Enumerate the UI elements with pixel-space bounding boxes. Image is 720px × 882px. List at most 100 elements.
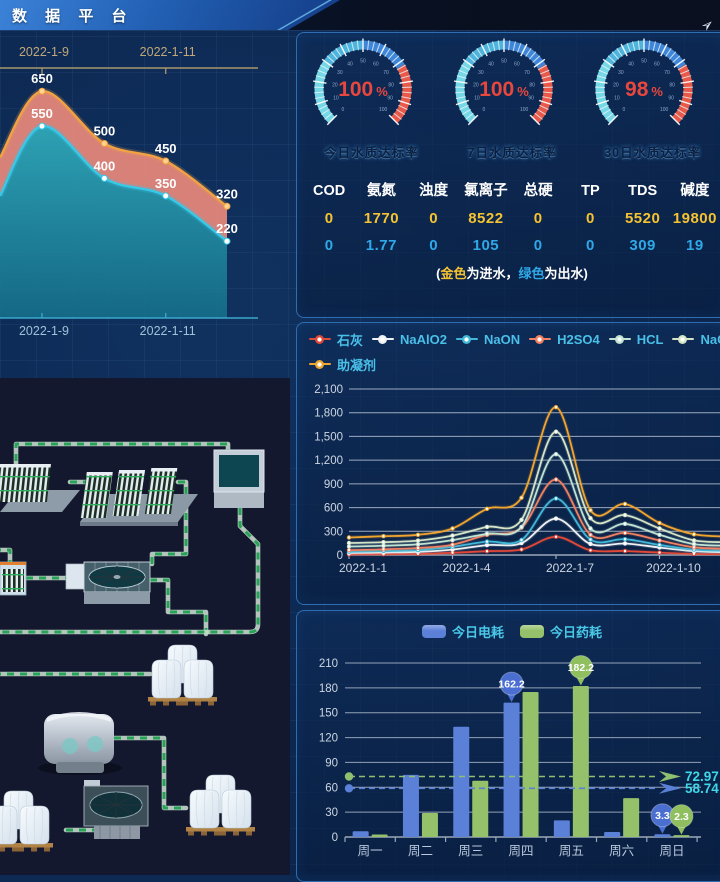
- wq-value-cell: 1770: [355, 210, 407, 227]
- table-legend-note: (金色为进水，绿色为出水): [297, 263, 720, 282]
- outflow-color-label: 绿色: [519, 266, 545, 281]
- legend-item[interactable]: 石灰: [309, 330, 363, 349]
- wq-value-cell: 105: [460, 237, 512, 254]
- svg-text:2022-1-11: 2022-1-11: [140, 45, 196, 59]
- svg-text:2,100: 2,100: [314, 384, 343, 396]
- legend-marker-icon: [456, 335, 478, 344]
- svg-text:2022-1-9: 2022-1-9: [19, 45, 69, 59]
- svg-text:1,500: 1,500: [314, 431, 343, 443]
- svg-text:20: 20: [332, 82, 338, 88]
- wq-header-cell: COD: [303, 183, 355, 200]
- wq-value-cell: 8522: [460, 210, 512, 227]
- svg-text:30: 30: [619, 70, 625, 76]
- svg-text:2022-1-7: 2022-1-7: [546, 561, 594, 575]
- wq-header-cell: 氨氮: [355, 183, 407, 200]
- legend-item[interactable]: H2SO4: [529, 332, 600, 347]
- svg-text:50: 50: [501, 58, 507, 64]
- wq-value-cell: 309: [617, 237, 669, 254]
- line-chart-legend-row-1: 石灰 NaAlO2 NaON H2SO4 HCL NaCLO: [297, 330, 720, 348]
- svg-text:150: 150: [319, 708, 338, 720]
- svg-text:600: 600: [324, 503, 343, 515]
- svg-text:周五: 周五: [559, 844, 584, 858]
- legend-label: HCL: [637, 332, 664, 347]
- gauge-label: 7日水质达标率: [442, 142, 583, 161]
- svg-text:40: 40: [347, 61, 353, 67]
- svg-text:58.74: 58.74: [685, 781, 719, 796]
- legend-label: NaAlO2: [400, 332, 447, 347]
- svg-text:30: 30: [478, 70, 484, 76]
- svg-text:0: 0: [341, 107, 344, 113]
- wq-value-cell: 0: [512, 237, 564, 254]
- svg-text:80: 80: [388, 82, 394, 88]
- wq-value-cell: 0: [303, 210, 355, 227]
- svg-text:30: 30: [325, 807, 338, 819]
- wq-value-cell: 0: [408, 237, 460, 254]
- wq-header-cell: TDS: [617, 183, 669, 200]
- svg-text:100: 100: [660, 107, 669, 113]
- svg-text:100: 100: [379, 107, 388, 113]
- svg-text:500: 500: [94, 124, 116, 139]
- wq-value-cell: 0: [408, 210, 460, 227]
- storage-bags-2: [186, 775, 255, 836]
- legend-marker-icon: [672, 335, 694, 344]
- svg-text:1,800: 1,800: [314, 408, 343, 420]
- svg-text:0: 0: [482, 107, 485, 113]
- svg-text:100: 100: [520, 107, 529, 113]
- membrane-rack-large: [80, 468, 198, 526]
- svg-text:周一: 周一: [358, 844, 383, 858]
- svg-text:400: 400: [94, 158, 116, 173]
- bar-chart-legend: 今日电耗 今日药耗: [297, 623, 720, 639]
- svg-text:210: 210: [319, 658, 338, 670]
- legend-swatch-icon: [520, 625, 544, 638]
- legend-item[interactable]: HCL: [609, 332, 664, 347]
- svg-text:550: 550: [31, 106, 53, 121]
- legend-item[interactable]: 助凝剂: [309, 355, 376, 374]
- wq-header-cell: TP: [564, 183, 616, 200]
- legend-label: 今日药耗: [550, 622, 602, 641]
- svg-text:2022-1-10: 2022-1-10: [646, 561, 701, 575]
- legend-item[interactable]: NaON: [456, 332, 520, 347]
- membrane-rack-small: [0, 464, 80, 512]
- svg-text:98%: 98%: [625, 78, 663, 101]
- legend-item[interactable]: NaCLO: [672, 332, 720, 347]
- small-blue-tank: [0, 562, 26, 595]
- legend-swatch-icon: [422, 625, 446, 638]
- legend-item[interactable]: NaAlO2: [372, 332, 447, 347]
- wq-value-cell: 1.77: [355, 237, 407, 254]
- inflow-color-label: 金色: [440, 266, 466, 281]
- svg-text:60: 60: [655, 61, 661, 67]
- svg-text:90: 90: [669, 96, 675, 102]
- legend-marker-icon: [609, 335, 631, 344]
- svg-text:182.2: 182.2: [568, 662, 594, 674]
- svg-text:50: 50: [360, 58, 366, 64]
- storage-bags-3: [0, 791, 53, 852]
- svg-text:900: 900: [324, 479, 343, 491]
- plant-3d-diagram: [0, 378, 290, 875]
- legend-item[interactable]: 今日电耗: [422, 622, 504, 641]
- svg-text:周四: 周四: [509, 844, 534, 858]
- svg-text:100%: 100%: [479, 78, 529, 101]
- line-chart-legend-row-2: 助凝剂: [297, 355, 720, 373]
- legend-item[interactable]: 今日药耗: [520, 622, 602, 641]
- svg-text:120: 120: [319, 733, 338, 745]
- svg-text:50: 50: [642, 58, 648, 64]
- legend-marker-icon: [309, 360, 331, 369]
- gauge-label: 今日水质达标率: [301, 142, 442, 161]
- svg-text:80: 80: [529, 82, 535, 88]
- legend-marker-icon: [309, 335, 331, 344]
- teal-tank: [214, 450, 264, 508]
- wq-header-cell: 氯离子: [460, 183, 512, 200]
- bar-chart: 0306090120150180210周一周二周三周四周五周六周日72.9758…: [297, 641, 720, 869]
- svg-text:2.3: 2.3: [674, 811, 689, 823]
- svg-text:2022-1-4: 2022-1-4: [442, 561, 490, 575]
- svg-text:650: 650: [31, 71, 53, 86]
- svg-text:70: 70: [524, 70, 530, 76]
